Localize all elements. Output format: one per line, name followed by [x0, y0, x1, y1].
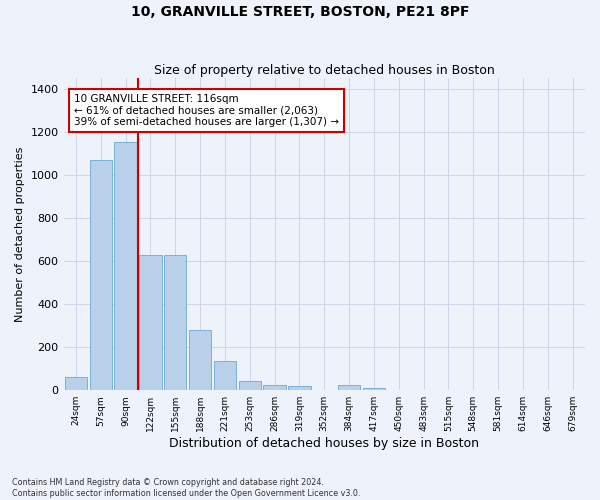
Y-axis label: Number of detached properties: Number of detached properties	[15, 146, 25, 322]
Text: 10, GRANVILLE STREET, BOSTON, PE21 8PF: 10, GRANVILLE STREET, BOSTON, PE21 8PF	[131, 5, 469, 19]
Bar	[189, 330, 211, 390]
Bar	[239, 380, 261, 390]
Text: 10 GRANVILLE STREET: 116sqm
← 61% of detached houses are smaller (2,063)
39% of : 10 GRANVILLE STREET: 116sqm ← 61% of det…	[74, 94, 339, 127]
Text: Contains HM Land Registry data © Crown copyright and database right 2024.
Contai: Contains HM Land Registry data © Crown c…	[12, 478, 361, 498]
Bar	[89, 160, 112, 390]
Bar	[139, 254, 161, 390]
Title: Size of property relative to detached houses in Boston: Size of property relative to detached ho…	[154, 64, 494, 77]
Bar	[115, 142, 137, 390]
X-axis label: Distribution of detached houses by size in Boston: Distribution of detached houses by size …	[169, 437, 479, 450]
Bar	[263, 386, 286, 390]
Bar	[65, 377, 87, 390]
Bar	[363, 388, 385, 390]
Bar	[214, 361, 236, 390]
Bar	[164, 254, 187, 390]
Bar	[288, 386, 311, 390]
Bar	[338, 386, 360, 390]
